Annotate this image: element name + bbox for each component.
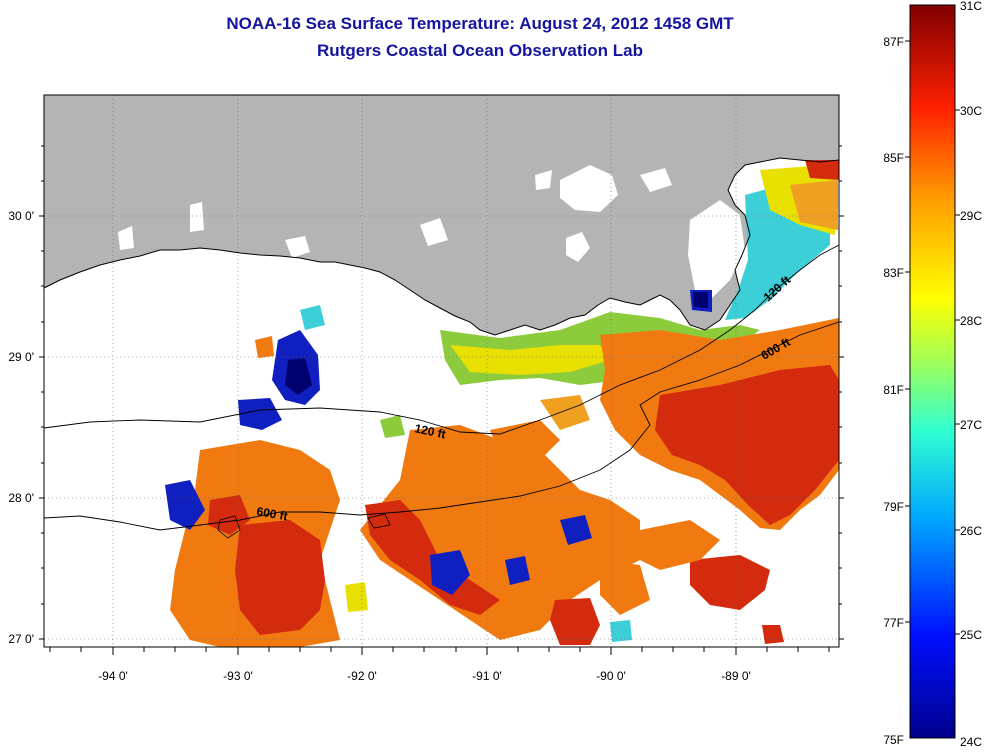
colorbar-f-label: 85F: [883, 151, 904, 165]
colorbar-c-label: 31C: [960, 0, 982, 13]
sst-patch-red-west: [235, 520, 325, 635]
colorbar-c-label: 30C: [960, 104, 982, 118]
isobath-600ft-loop-2: [367, 513, 391, 529]
colorbar-c-label: 29C: [960, 209, 982, 223]
lake-borgne: [640, 168, 672, 192]
isobath-label: 600 ft: [255, 504, 288, 523]
sst-patch-orange-south-e: [640, 520, 720, 570]
sst-patch-orange-small-2: [490, 420, 560, 460]
lake-small-2: [566, 232, 590, 262]
sst-patch-red-south-2: [690, 555, 770, 610]
sst-patch-yellow-small-1: [345, 582, 368, 612]
colorbar-c-label: 26C: [960, 524, 982, 538]
sst-patch-cyan-small-1: [300, 305, 325, 330]
sst-patch-blue-west-2: [238, 398, 282, 430]
sst-patch-red-south-3: [762, 625, 784, 644]
colorbar-f-label: 77F: [883, 616, 904, 630]
sst-patch-orange-small-1: [255, 336, 274, 358]
sst-patch-green-small-1: [380, 415, 405, 438]
lon-tick-label: -94 0': [98, 669, 128, 683]
colorbar-f-label: 79F: [883, 500, 904, 514]
sst-patch-orange-small-4: [600, 560, 650, 615]
lat-tick-label: 27 0': [8, 632, 34, 646]
sst-patch-blue-east-small: [560, 515, 592, 545]
sst-patch-cyan-small-2: [610, 620, 632, 642]
lake-small-1: [535, 170, 552, 190]
map-title: NOAA-16 Sea Surface Temperature: August …: [226, 14, 734, 33]
isobath-120ft-line: [43, 244, 840, 435]
sst-patch-red-ne-corner: [805, 160, 839, 180]
sst-patch-blue-south: [505, 556, 530, 585]
sst-patch-yellow-shelf: [450, 345, 610, 375]
colorbar-c-label: 28C: [960, 314, 982, 328]
sst-patch-navy-delta: [693, 292, 708, 308]
sst-patch-navy-west-1: [285, 358, 312, 395]
isobath-600ft-loop: [217, 515, 241, 539]
lake-small-6: [118, 226, 134, 250]
sst-patch-orange-small-3: [540, 395, 590, 430]
delta-water: [688, 200, 745, 300]
isobath-600ft-line: [43, 321, 840, 531]
map-frame: [43, 94, 840, 648]
sst-patch-blue-central: [430, 550, 470, 595]
lat-tick-label: 30 0': [8, 209, 34, 223]
lon-tick-label: -90 0': [596, 669, 626, 683]
lon-tick-label: -93 0': [223, 669, 253, 683]
map-grid: [44, 95, 839, 647]
colorbar-c-label: 24C: [960, 735, 982, 749]
coastline: [43, 157, 840, 336]
colorbar-c-label: 25C: [960, 628, 982, 642]
colorbar-ticks: [905, 40, 960, 635]
lake-pontchartrain: [560, 165, 618, 212]
isobath-label: 120 ft: [413, 421, 447, 441]
colorbar-f-label: 83F: [883, 266, 904, 280]
sst-patch-red-west-2: [208, 495, 250, 535]
lake-small-5: [420, 218, 448, 246]
sst-patch-red-warm-core: [655, 365, 839, 525]
land-mass: [44, 95, 839, 335]
sst-patch-blue-west-3: [165, 480, 205, 530]
lon-tick-label: -89 0': [721, 669, 751, 683]
sst-patch-orange-ne: [790, 180, 838, 230]
colorbar-c-label: 27C: [960, 418, 982, 432]
lon-tick-label: -92 0': [347, 669, 377, 683]
colorbar-f-label: 87F: [883, 35, 904, 49]
lake-small-3: [285, 236, 310, 258]
lat-tick-label: 28 0': [8, 491, 34, 505]
axis-ticks: [39, 145, 844, 655]
sst-patch-red-south-1: [550, 598, 600, 645]
lat-tick-label: 29 0': [8, 350, 34, 364]
lake-small-4: [190, 202, 204, 232]
colorbar: [909, 4, 956, 739]
lon-tick-label: -91 0': [472, 669, 502, 683]
map-subtitle: Rutgers Coastal Ocean Observation Lab: [317, 41, 643, 60]
colorbar-f-label: 75F: [883, 733, 904, 747]
colorbar-f-label: 81F: [883, 383, 904, 397]
